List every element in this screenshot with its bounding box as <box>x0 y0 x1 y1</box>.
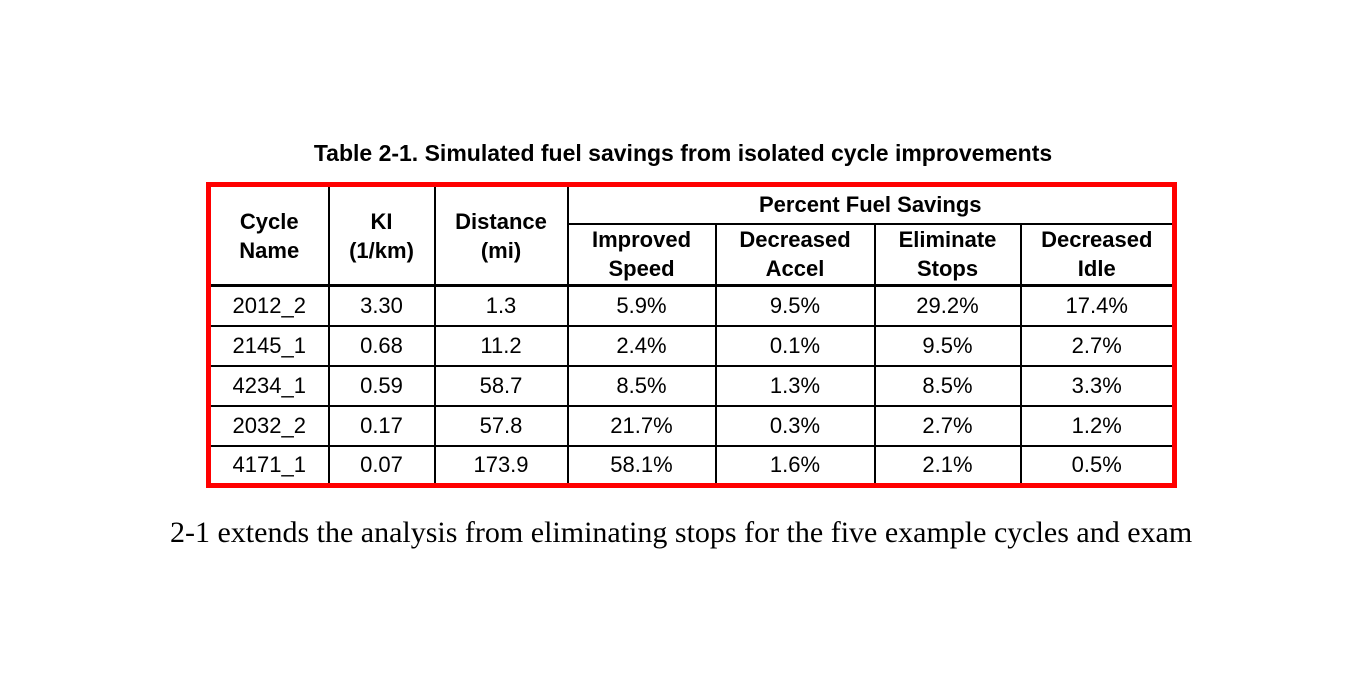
table-cell-eliminate-stops: 2.1% <box>873 444 1022 487</box>
table-cell-decreased-idle: 1.2% <box>1019 404 1176 447</box>
col-header-distance: Distance (mi) <box>433 183 569 287</box>
table-cell-ki: 3.30 <box>327 284 436 327</box>
body-text: 2-1 extends the analysis from eliminatin… <box>170 516 1193 549</box>
table-cell-ki: 0.17 <box>327 404 436 447</box>
table-cell-distance: 173.9 <box>433 444 569 487</box>
col-header-improved-speed: Improved Speed <box>566 222 717 287</box>
col-header-decreased-idle: Decreased Idle <box>1019 222 1176 287</box>
header-row-group: Cycle Name KI (1/km) Distance (mi) Perce… <box>207 183 1176 287</box>
table-cell-distance: 1.3 <box>433 284 569 327</box>
col-group-header-percent-fuel-savings: Percent Fuel Savings <box>566 183 1176 225</box>
table-cell-ki: 0.68 <box>327 324 436 367</box>
table-cell-improved-speed: 21.7% <box>566 404 717 447</box>
table-cell-decreased-accel: 0.3% <box>714 404 876 447</box>
table-cell-improved-speed: 2.4% <box>566 324 717 367</box>
table-row: 2012_2 3.30 1.3 5.9% 9.5% 29.2% 17.4% <box>207 284 1176 327</box>
table-cell-eliminate-stops: 2.7% <box>873 404 1022 447</box>
table-cell-ki: 0.07 <box>327 444 436 487</box>
table-cell-cycle-name: 2012_2 <box>207 284 330 327</box>
table-cell-distance: 11.2 <box>433 324 569 367</box>
table-cell-decreased-idle: 0.5% <box>1019 444 1176 487</box>
table-cell-improved-speed: 5.9% <box>566 284 717 327</box>
table-cell-cycle-name: 4234_1 <box>207 364 330 407</box>
table-cell-decreased-idle: 2.7% <box>1019 324 1176 367</box>
table-row: 2032_2 0.17 57.8 21.7% 0.3% 2.7% 1.2% <box>207 404 1176 447</box>
table-cell-cycle-name: 4171_1 <box>207 444 330 487</box>
fuel-savings-table: Cycle Name KI (1/km) Distance (mi) Perce… <box>206 182 1177 488</box>
table-cell-decreased-accel: 1.6% <box>714 444 876 487</box>
col-header-eliminate-stops: Eliminate Stops <box>873 222 1022 287</box>
table-cell-decreased-accel: 9.5% <box>714 284 876 327</box>
table-cell-cycle-name: 2032_2 <box>207 404 330 447</box>
table-cell-decreased-idle: 17.4% <box>1019 284 1176 327</box>
table-cell-decreased-accel: 1.3% <box>714 364 876 407</box>
table-cell-distance: 57.8 <box>433 404 569 447</box>
table-cell-eliminate-stops: 29.2% <box>873 284 1022 327</box>
header-row-sub: Improved Speed Decreased Accel Eliminate… <box>209 222 1176 287</box>
col-header-ki: KI (1/km) <box>327 183 436 287</box>
col-header-decreased-accel: Decreased Accel <box>714 222 876 287</box>
table-row: 4234_1 0.59 58.7 8.5% 1.3% 8.5% 3.3% <box>207 364 1176 407</box>
table-cell-cycle-name: 2145_1 <box>207 324 330 367</box>
table-row: 2145_1 0.68 11.2 2.4% 0.1% 9.5% 2.7% <box>207 324 1176 367</box>
table-caption: Table 2-1. Simulated fuel savings from i… <box>313 140 1053 166</box>
col-header-cycle-name: Cycle Name <box>207 183 330 287</box>
table-cell-decreased-idle: 3.3% <box>1019 364 1176 407</box>
table-row: 4171_1 0.07 173.9 58.1% 1.6% 2.1% 0.5% <box>207 444 1176 487</box>
table-cell-improved-speed: 8.5% <box>566 364 717 407</box>
table-cell-eliminate-stops: 9.5% <box>873 324 1022 367</box>
table-cell-distance: 58.7 <box>433 364 569 407</box>
table-cell-improved-speed: 58.1% <box>566 444 717 487</box>
table-cell-decreased-accel: 0.1% <box>714 324 876 367</box>
table-cell-ki: 0.59 <box>327 364 436 407</box>
table-cell-eliminate-stops: 8.5% <box>873 364 1022 407</box>
